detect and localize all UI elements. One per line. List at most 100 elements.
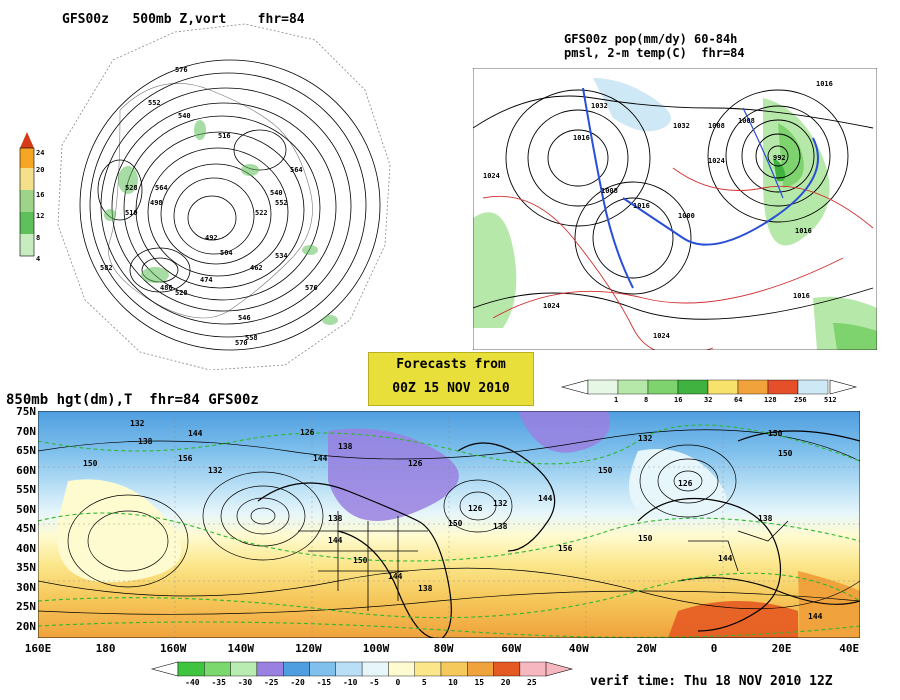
svg-text:24: 24 — [36, 149, 44, 157]
temperature-colorbar-swatch — [204, 661, 231, 677]
longitude-label: 0 — [710, 642, 718, 655]
temperature-colorbar: -40 -35 -30 -25 -20 -15 -10 -5 0 5 10 15 20 25 — [150, 661, 574, 687]
850mb-contour-label: 150 — [353, 556, 368, 565]
precip-colorbar-tick: 16 — [674, 396, 682, 404]
temperature-colorbar-tick: 0 — [396, 678, 401, 687]
longitude-label: 160W — [159, 642, 187, 655]
polar-contour-label: 528 — [175, 289, 188, 297]
longitude-label: 20W — [636, 642, 657, 655]
temperature-colorbar-tick: -30 — [238, 678, 253, 687]
polar-contour-label: 540 — [270, 189, 283, 197]
longitude-label: 20E — [771, 642, 792, 655]
temperature-colorbar-swatch — [309, 661, 336, 677]
precip-colorbar-tick: 1 — [614, 396, 618, 404]
precip-colorbar-swatch — [767, 379, 799, 395]
polar-contour-label: 582 — [100, 264, 113, 272]
850mb-contour-label: 144 — [188, 429, 203, 438]
temperature-colorbar-swatch — [440, 661, 468, 677]
850mb-title: 850mb hgt(dm),T fhr=84 GFS00z — [6, 392, 259, 408]
svg-text:20: 20 — [36, 166, 44, 174]
polar-contour-label: 552 — [275, 199, 288, 207]
temperature-colorbar-tick: 5 — [422, 678, 427, 687]
temperature-colorbar-swatch — [361, 661, 389, 677]
latitude-label: 45N — [16, 522, 36, 535]
temperature-colorbar-tick: -5 — [369, 678, 379, 687]
polar-contour-label: 498 — [150, 199, 163, 207]
pmsl-contour-label: 1016 — [816, 80, 833, 88]
polar-contour-label: 516 — [218, 132, 231, 140]
forecasts-from-box: Forecasts from 00Z 15 NOV 2010 — [368, 352, 534, 406]
850mb-contour-labels: 132 138 144 150 156 126 138 144 132 126 138 144 150 1… — [83, 419, 823, 621]
temperature-colorbar-tick: 10 — [448, 678, 458, 687]
850mb-contour-label: 144 — [538, 494, 553, 503]
pmsl-contour-label: 992 — [773, 154, 786, 162]
forecasts-from-label: Forecasts from — [396, 357, 506, 372]
temperature-colorbar-tick: -15 — [317, 678, 332, 687]
850mb-contour-label: 144 — [388, 572, 403, 581]
svg-text:4: 4 — [36, 255, 40, 263]
850mb-contour-label: 138 — [418, 584, 433, 593]
pmsl-title-line1: GFS00z pop(mm/dy) 60-84h — [564, 32, 738, 46]
pmsl-contour-label: 1024 — [483, 172, 500, 180]
temperature-colorbar-tick: -10 — [343, 678, 358, 687]
longitude-label: 40E — [839, 642, 860, 655]
polar-contour-label: 564 — [290, 166, 303, 174]
precip-colorbar-tick: 64 — [734, 396, 742, 404]
longitude-label: 40W — [568, 642, 589, 655]
850mb-contour-label: 132 — [493, 499, 508, 508]
temperature-colorbar-tick: 25 — [527, 678, 537, 687]
precip-colorbar-tick: 512 — [824, 396, 837, 404]
svg-text:16: 16 — [36, 191, 44, 199]
latitude-label: 60N — [16, 463, 36, 477]
precip-colorbar-swatch — [647, 379, 679, 395]
polar-contour-label: 552 — [148, 99, 161, 107]
pmsl-contour-label: 1016 — [573, 134, 590, 142]
temperature-colorbar-swatch — [388, 661, 415, 677]
pmsl-contour-label: 1016 — [793, 292, 810, 300]
850mb-contour-label: 144 — [718, 554, 733, 563]
political-borders — [298, 511, 789, 611]
precip-colorbar-tick: 256 — [794, 396, 807, 404]
height-contours — [79, 59, 381, 351]
polar-contour-label: 576 — [305, 284, 318, 292]
polar-contour-label: 534 — [275, 252, 288, 260]
polar-contour-label: 462 — [250, 264, 263, 272]
precip-colorbar-tick: 128 — [764, 396, 777, 404]
850mb-contour-label: 138 — [138, 437, 153, 446]
850mb-contour-label: 126 — [678, 479, 693, 488]
temperature-colorbar-tick: -20 — [290, 678, 305, 687]
850mb-temperature-map: 132 138 144 150 156 126 138 144 132 126 138 144 150 1… — [38, 411, 860, 638]
latitude-label: 50N — [16, 502, 36, 516]
polar-contour-label: 546 — [238, 314, 251, 322]
latitude-label: 20N — [16, 619, 36, 633]
850mb-contour-label: 144 — [328, 536, 343, 545]
temperature-colorbar-tick: 20 — [501, 678, 511, 687]
temperature-colorbar-tick: -35 — [211, 678, 226, 687]
polar-contour-label: 492 — [205, 234, 218, 242]
850mb-contour-label: 150 — [638, 534, 653, 543]
850mb-contour-label: 138 — [338, 442, 353, 451]
850mb-contour-label: 150 — [448, 519, 463, 528]
verif-time: verif time: Thu 18 NOV 2010 12Z — [590, 674, 833, 689]
pmsl-contour-label: 1032 — [673, 122, 690, 130]
latitude-label: 55N — [16, 483, 36, 496]
pmsl-contour-label: 1008 — [601, 187, 618, 195]
temperature-colorbar-tick: -25 — [264, 678, 279, 687]
850mb-contour-label: 132 — [638, 434, 653, 443]
temperature-colorbar-tick: 15 — [474, 678, 484, 687]
longitude-label: 140W — [227, 642, 255, 655]
temperature-colorbar-swatch — [467, 661, 494, 677]
pmsl-contour-label: 1008 — [708, 122, 725, 130]
temperature-colorbar-swatch — [282, 661, 310, 677]
850mb-contour-label: 132 — [208, 466, 223, 475]
pmsl-contour-label: 1016 — [633, 202, 650, 210]
temperature-colorbar-swatch — [493, 661, 521, 677]
precip-colorbar-swatch — [587, 379, 619, 395]
850mb-contour-label: 156 — [178, 454, 193, 463]
forecast-init-time: 00Z 15 NOV 2010 — [392, 381, 510, 396]
temperature-colorbar-tick: -40 — [185, 678, 200, 687]
polar-contour-label: 522 — [255, 209, 268, 217]
polar-contour-label: 510 — [125, 209, 138, 217]
pmsl-contour-label: 1024 — [653, 332, 670, 340]
